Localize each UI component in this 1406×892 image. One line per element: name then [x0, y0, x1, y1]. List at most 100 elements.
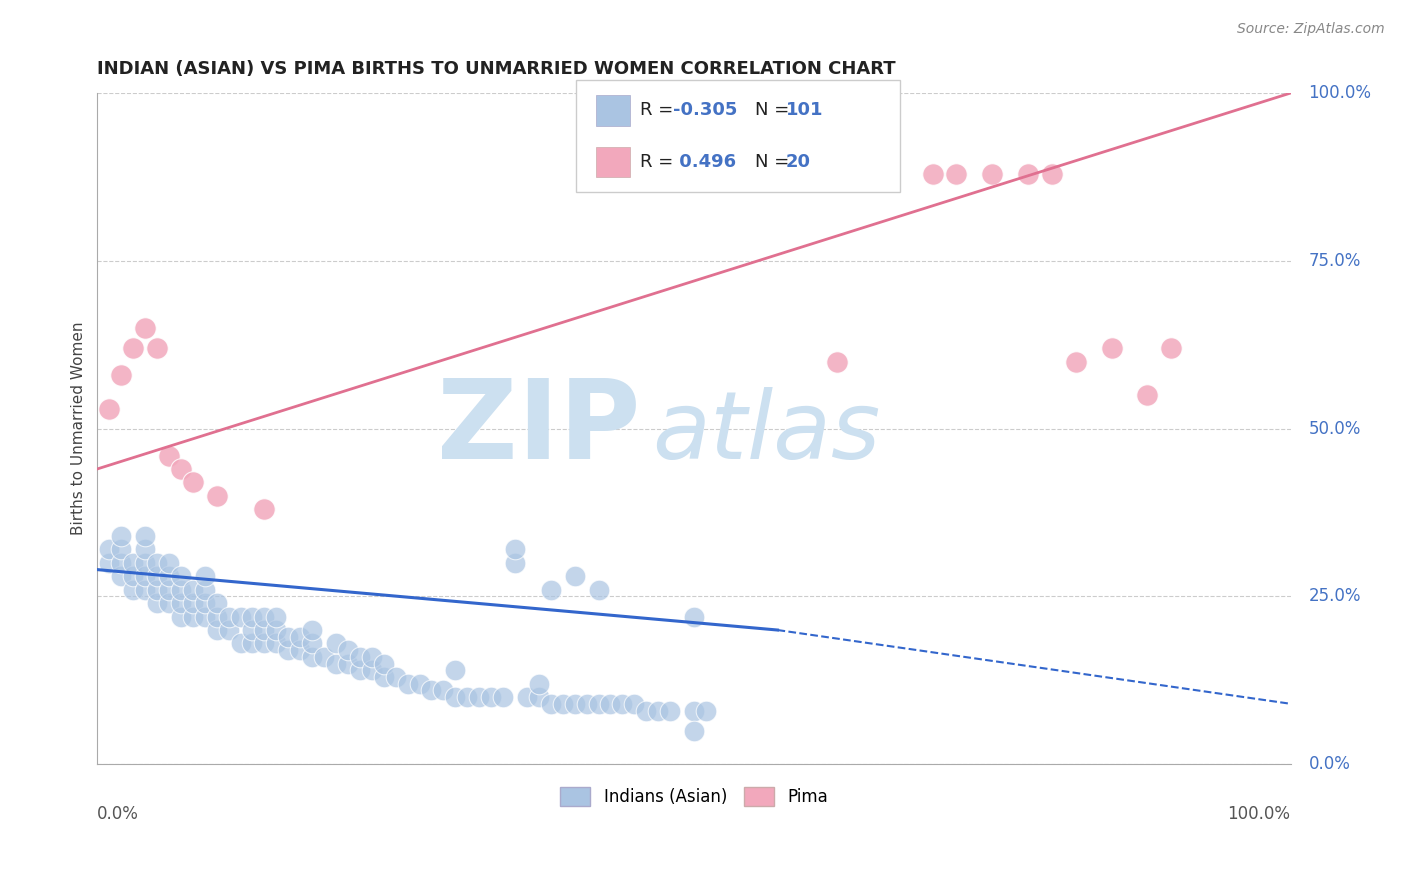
Point: [551, 697, 574, 711]
Point: [181, 609, 204, 624]
Point: [205, 609, 228, 624]
Point: [349, 663, 371, 677]
Point: [921, 167, 943, 181]
Point: [170, 582, 193, 597]
Point: [170, 462, 193, 476]
Point: [134, 582, 156, 597]
Point: [420, 683, 443, 698]
Point: [825, 354, 848, 368]
Point: [242, 636, 264, 650]
Point: [181, 582, 204, 597]
Point: [659, 704, 682, 718]
Text: atlas: atlas: [652, 386, 880, 477]
Point: [218, 623, 240, 637]
Point: [146, 341, 169, 355]
Point: [349, 649, 371, 664]
Point: [1101, 341, 1123, 355]
Point: [170, 596, 193, 610]
Point: [110, 529, 132, 543]
Point: [205, 623, 228, 637]
Point: [253, 502, 276, 516]
Text: 50.0%: 50.0%: [1309, 419, 1361, 438]
Point: [229, 609, 252, 624]
Point: [564, 697, 586, 711]
Point: [146, 556, 169, 570]
Point: [242, 609, 264, 624]
Point: [122, 569, 145, 583]
Point: [468, 690, 491, 705]
Point: [253, 623, 276, 637]
Point: [181, 475, 204, 490]
Point: [194, 582, 217, 597]
Point: [360, 663, 382, 677]
Point: [1017, 167, 1039, 181]
Text: N =: N =: [755, 102, 794, 120]
Text: 0.0%: 0.0%: [97, 805, 139, 822]
Text: 75.0%: 75.0%: [1309, 252, 1361, 270]
Point: [503, 542, 526, 557]
Point: [492, 690, 515, 705]
Point: [444, 690, 467, 705]
Point: [599, 697, 621, 711]
Text: Source: ZipAtlas.com: Source: ZipAtlas.com: [1237, 22, 1385, 37]
Point: [325, 636, 347, 650]
Point: [194, 609, 217, 624]
Point: [290, 643, 312, 657]
Point: [695, 704, 717, 718]
Point: [432, 683, 454, 698]
Point: [242, 623, 264, 637]
Point: [218, 609, 240, 624]
Point: [564, 569, 586, 583]
Point: [146, 569, 169, 583]
Point: [266, 636, 288, 650]
Point: [205, 596, 228, 610]
Point: [146, 596, 169, 610]
Point: [157, 556, 180, 570]
Point: [170, 569, 193, 583]
Y-axis label: Births to Unmarried Women: Births to Unmarried Women: [72, 322, 86, 535]
Point: [612, 697, 634, 711]
Point: [134, 542, 156, 557]
Point: [134, 556, 156, 570]
Point: [110, 542, 132, 557]
Text: 101: 101: [786, 102, 824, 120]
Point: [253, 609, 276, 624]
Point: [527, 677, 550, 691]
Text: ZIP: ZIP: [437, 376, 640, 483]
Point: [181, 596, 204, 610]
Text: R =: R =: [640, 102, 679, 120]
Point: [1136, 388, 1159, 402]
Text: 25.0%: 25.0%: [1309, 588, 1361, 606]
Point: [1064, 354, 1087, 368]
Point: [229, 636, 252, 650]
Point: [157, 596, 180, 610]
Point: [110, 556, 132, 570]
Point: [396, 677, 419, 691]
Point: [312, 649, 335, 664]
Point: [360, 649, 382, 664]
Point: [945, 167, 967, 181]
Point: [122, 341, 145, 355]
Text: 0.0%: 0.0%: [1309, 756, 1350, 773]
Point: [373, 657, 395, 671]
Point: [384, 670, 406, 684]
Point: [194, 569, 217, 583]
Point: [301, 636, 323, 650]
Point: [540, 582, 562, 597]
Point: [134, 569, 156, 583]
Point: [170, 609, 193, 624]
Legend: Indians (Asian), Pima: Indians (Asian), Pima: [554, 780, 834, 813]
Point: [588, 697, 610, 711]
Point: [444, 663, 467, 677]
Point: [1160, 341, 1182, 355]
Point: [683, 609, 706, 624]
Point: [503, 556, 526, 570]
Point: [683, 704, 706, 718]
Point: [253, 636, 276, 650]
Point: [336, 643, 359, 657]
Point: [325, 657, 347, 671]
Point: [527, 690, 550, 705]
Point: [981, 167, 1004, 181]
Point: [98, 401, 121, 416]
Point: [146, 582, 169, 597]
